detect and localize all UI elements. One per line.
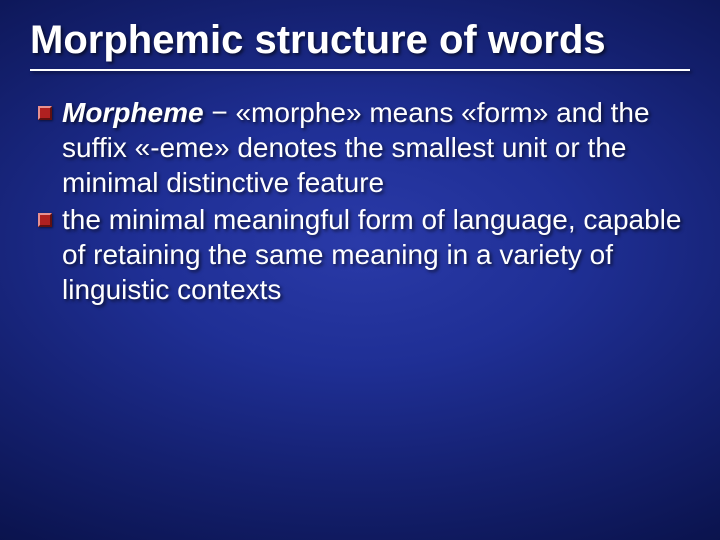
square-bullet-icon: [38, 106, 52, 120]
bullet-text: the minimal meaningful form of language,…: [62, 202, 690, 307]
slide: Morphemic structure of words Morpheme − …: [0, 0, 720, 540]
title-underline: [30, 69, 690, 71]
slide-title: Morphemic structure of words: [30, 18, 690, 63]
square-bullet-icon: [38, 213, 52, 227]
list-item: the minimal meaningful form of language,…: [38, 202, 690, 307]
term: Morpheme: [62, 97, 204, 128]
list-item: Morpheme − «morphe» means «form» and the…: [38, 95, 690, 200]
definition-text: the minimal meaningful form of language,…: [62, 204, 681, 305]
slide-content: Morpheme − «morphe» means «form» and the…: [30, 95, 690, 307]
bullet-text: Morpheme − «morphe» means «form» and the…: [62, 95, 690, 200]
